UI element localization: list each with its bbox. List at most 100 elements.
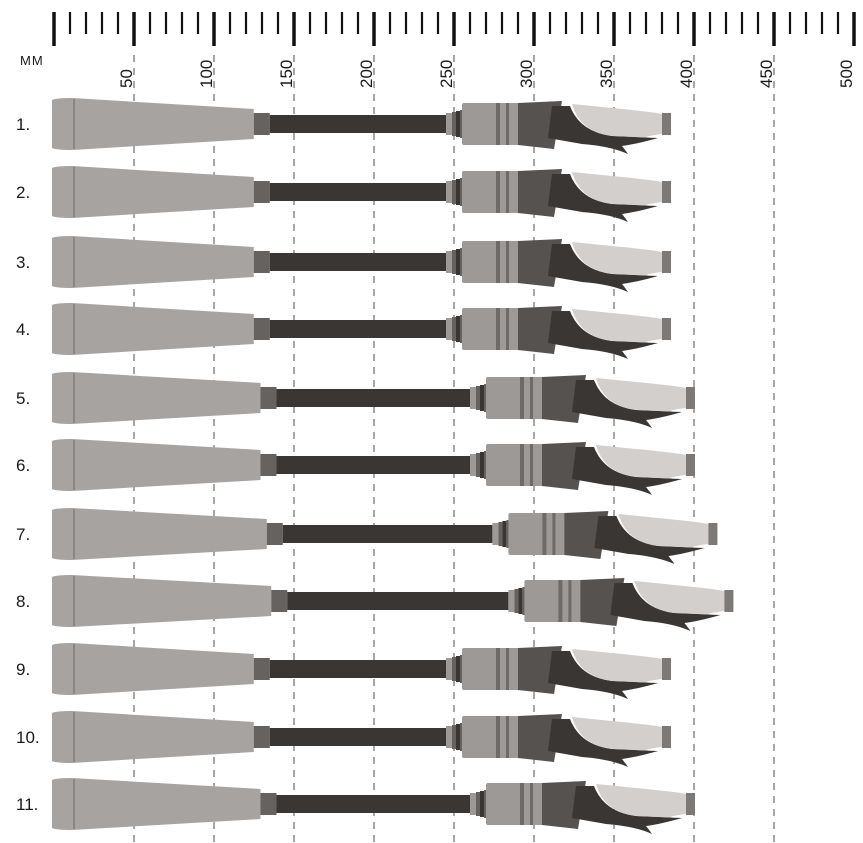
fore-grip	[596, 378, 686, 412]
reel-seat-band	[496, 308, 500, 350]
handle-row: 9.	[16, 643, 671, 699]
row-number-label: 9.	[16, 660, 30, 679]
winding-check	[253, 113, 270, 135]
ruler-tick-label: 350	[597, 60, 616, 88]
fore-grip	[572, 309, 662, 343]
reel-seat-body	[486, 444, 548, 486]
end-cap	[686, 387, 695, 409]
ferrule-ring	[498, 522, 503, 546]
ruler-tick-label: 500	[837, 60, 856, 88]
fore-grip	[596, 445, 686, 479]
trigger-grip	[548, 174, 658, 222]
fore-grip	[572, 172, 662, 206]
handle-row: 8.	[16, 575, 734, 631]
reel-seat-band	[496, 241, 500, 283]
winding-check	[253, 318, 270, 340]
rear-grip	[52, 98, 254, 150]
reel-seat-body	[462, 648, 524, 690]
rear-grip	[52, 303, 254, 355]
ruler-unit-label: MM	[20, 53, 44, 68]
reel-seat-band	[520, 444, 524, 486]
end-cap	[662, 726, 671, 748]
fore-grip	[572, 242, 662, 276]
rear-grip	[52, 711, 254, 763]
ferrule-ring	[480, 791, 484, 817]
ferrule-ring	[456, 249, 460, 275]
fore-grip	[634, 581, 725, 615]
ferrule-ring	[470, 454, 476, 476]
rod-blank	[269, 660, 446, 678]
rear-grip	[52, 166, 254, 218]
rear-grip	[52, 372, 261, 424]
millimeter-ruler: MM 50 100 150 200 250 300 350 400 450 500	[20, 12, 856, 88]
ferrule-ring	[470, 387, 476, 409]
fore-grip	[596, 784, 686, 818]
winding-check	[260, 454, 277, 476]
reel-seat-body	[462, 716, 524, 758]
reel-seat-band	[506, 171, 509, 213]
ferrule-ring	[452, 317, 456, 341]
ferrule-ring	[518, 588, 523, 614]
rod-blank	[276, 456, 470, 474]
trigger-grip	[572, 786, 682, 834]
row-number-label: 2.	[16, 183, 30, 202]
rear-grip	[52, 778, 261, 830]
winding-check	[253, 658, 270, 680]
ruler-tick-label: 450	[757, 60, 776, 88]
end-cap	[686, 454, 695, 476]
ferrule-ring	[514, 589, 519, 613]
ferrule-ring	[460, 178, 463, 206]
ruler-tick-label: 400	[677, 60, 696, 88]
ferrule-ring	[480, 452, 484, 478]
trigger-grip	[610, 583, 721, 631]
end-cap	[662, 318, 671, 340]
ferrule-ring	[456, 724, 460, 750]
reel-seat-band	[506, 648, 509, 690]
winding-check	[253, 181, 270, 203]
reel-seat-band	[558, 580, 563, 622]
trigger-grip	[548, 719, 658, 767]
trigger-grip	[572, 380, 682, 428]
trigger-grip	[594, 516, 705, 564]
reel-seat-band	[542, 513, 547, 555]
rear-grip	[52, 575, 272, 627]
reel-seat-body	[524, 580, 587, 622]
fore-grip	[572, 717, 662, 751]
row-number-label: 6.	[16, 456, 30, 475]
ferrule-ring	[446, 181, 452, 203]
rear-grip	[52, 439, 261, 491]
row-number-label: 4.	[16, 320, 30, 339]
ferrule-ring	[470, 793, 476, 815]
end-cap	[724, 590, 734, 612]
trigger-grip	[548, 311, 658, 359]
rod-blank	[269, 728, 446, 746]
handle-row: 11.	[16, 778, 695, 834]
rod-blank	[269, 320, 446, 338]
winding-check	[271, 590, 288, 612]
ferrule-ring	[506, 520, 510, 548]
ferrule-ring	[456, 111, 460, 137]
reel-seat-body	[462, 103, 524, 145]
end-cap	[708, 523, 718, 545]
ruler-tick-label: 50	[117, 69, 136, 88]
ruler-tick-label: 250	[437, 60, 456, 88]
ferrule-ring	[508, 590, 515, 612]
trigger-grip	[548, 244, 658, 292]
ferrule-ring	[446, 113, 452, 135]
ferrule-ring	[452, 180, 456, 204]
rod-blank	[269, 253, 446, 271]
ferrule-ring	[460, 110, 463, 138]
ferrule-ring	[446, 726, 452, 748]
handle-row: 10.	[16, 711, 671, 767]
winding-check	[266, 523, 283, 545]
fore-grip	[618, 514, 709, 548]
rear-grip	[52, 643, 254, 695]
row-number-label: 10.	[16, 728, 40, 747]
ferrule-ring	[484, 451, 487, 479]
ferrule-ring	[456, 316, 460, 342]
handle-row: 4.	[16, 303, 671, 359]
reel-seat-band	[520, 377, 524, 419]
ferrule-ring	[476, 453, 480, 477]
ferrule-ring	[456, 179, 460, 205]
